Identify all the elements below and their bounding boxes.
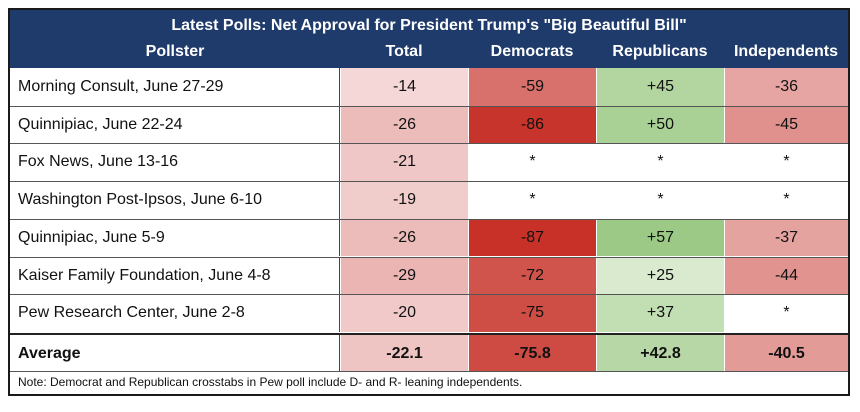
pollster-cell: Quinnipiac, June 5-9 <box>10 218 340 257</box>
ind-cell: -45 <box>724 105 848 144</box>
table-header: Latest Polls: Net Approval for President… <box>10 10 848 68</box>
dem-cell: -87 <box>468 218 596 257</box>
polls-table: Latest Polls: Net Approval for President… <box>8 8 850 396</box>
average-independents: -40.5 <box>724 335 848 372</box>
note-divider <box>10 371 848 372</box>
table-row: Kaiser Family Foundation, June 4-8 -29 -72… <box>10 256 848 295</box>
footnote: Note: Democrat and Republican crosstabs … <box>18 375 523 389</box>
pollster-cell: Quinnipiac, June 22-24 <box>10 105 340 144</box>
pollster-cell: Pew Research Center, June 2-8 <box>10 294 340 332</box>
ind-cell: -44 <box>724 256 848 295</box>
ind-cell: * <box>724 143 848 182</box>
table-row: Washington Post-Ipsos, June 6-10 -19 * * * <box>10 181 848 219</box>
ind-cell: * <box>724 294 848 332</box>
dem-cell: -59 <box>468 68 596 106</box>
average-row: Average -22.1 -75.8 +42.8 -40.5 <box>10 335 848 372</box>
total-cell: -14 <box>340 68 468 106</box>
dem-cell: -86 <box>468 105 596 144</box>
rep-cell: +45 <box>596 68 724 106</box>
column-header-pollster: Pollster <box>145 43 205 60</box>
rep-cell: +50 <box>596 105 724 144</box>
rep-cell: * <box>596 181 724 219</box>
pollster-cell: Washington Post-Ipsos, June 6-10 <box>10 181 340 219</box>
dem-cell: -75 <box>468 294 596 332</box>
average-democrats: -75.8 <box>468 335 596 372</box>
total-cell: -21 <box>340 143 468 182</box>
column-header-republicans: Republicans <box>612 43 708 60</box>
ind-cell: -36 <box>724 68 848 106</box>
pollster-cell: Morning Consult, June 27-29 <box>10 68 340 106</box>
ind-cell: -37 <box>724 218 848 257</box>
dem-cell: -72 <box>468 256 596 295</box>
column-header-independents: Independents <box>733 43 838 60</box>
table-row: Pew Research Center, June 2-8 -20 -75 +37 * <box>10 294 848 332</box>
average-label: Average <box>10 335 340 372</box>
row-divider <box>10 218 848 220</box>
total-cell: -26 <box>340 218 468 257</box>
table-row: Morning Consult, June 27-29 -14 -59 +45 -36 <box>10 68 848 106</box>
row-divider <box>10 256 848 258</box>
column-header-democrats: Democrats <box>490 43 574 60</box>
table-row: Quinnipiac, June 5-9 -26 -87 +57 -37 <box>10 218 848 257</box>
row-divider <box>10 181 848 183</box>
row-divider <box>10 143 848 145</box>
pollster-cell: Kaiser Family Foundation, June 4-8 <box>10 256 340 295</box>
average-divider <box>10 333 848 335</box>
pollster-cell: Fox News, June 13-16 <box>10 143 340 182</box>
row-divider <box>10 294 848 296</box>
table-row: Quinnipiac, June 22-24 -26 -86 +50 -45 <box>10 105 848 144</box>
average-republicans: +42.8 <box>596 335 724 372</box>
ind-cell: * <box>724 181 848 219</box>
total-cell: -19 <box>340 181 468 219</box>
rep-cell: +37 <box>596 294 724 332</box>
total-cell: -26 <box>340 105 468 144</box>
total-cell: -29 <box>340 256 468 295</box>
rep-cell: +25 <box>596 256 724 295</box>
row-divider <box>10 105 848 107</box>
table-title: Latest Polls: Net Approval for President… <box>171 17 687 34</box>
total-cell: -20 <box>340 294 468 332</box>
rep-cell: * <box>596 143 724 182</box>
dem-cell: * <box>468 181 596 219</box>
column-header-total: Total <box>385 43 423 60</box>
rep-cell: +57 <box>596 218 724 257</box>
dem-cell: * <box>468 143 596 182</box>
average-total: -22.1 <box>340 335 468 372</box>
table-row: Fox News, June 13-16 -21 * * * <box>10 143 848 182</box>
